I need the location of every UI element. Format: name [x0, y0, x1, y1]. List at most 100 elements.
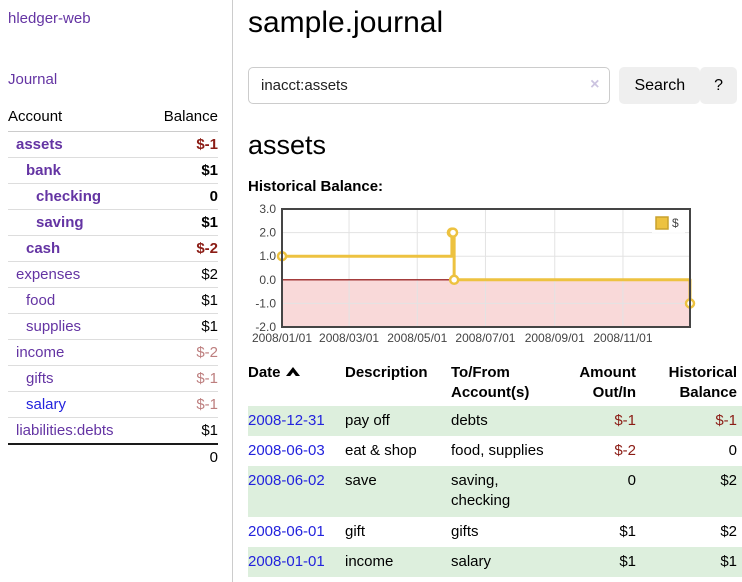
account-balance: $-2: [146, 339, 218, 366]
search-form: × Search ?: [248, 67, 742, 104]
transaction-accounts: gifts: [451, 522, 479, 540]
sidebar-account-link[interactable]: liabilities:debts: [16, 422, 114, 439]
account-row: liabilities:debts $1: [8, 417, 218, 444]
transaction-date-link[interactable]: 2008-12-31: [248, 411, 325, 429]
page-title: sample.journal: [248, 6, 444, 39]
sidebar-account-link[interactable]: cash: [26, 240, 61, 257]
accounts-header-row: Account Balance: [8, 103, 218, 132]
col-balance: Historical Balance: [668, 364, 737, 402]
account-balance: $1: [146, 157, 218, 184]
search-input[interactable]: [248, 67, 611, 104]
sidebar-account-link[interactable]: income: [16, 344, 65, 361]
account-row: gifts $-1: [8, 365, 218, 392]
transaction-amount: $-2: [614, 441, 636, 459]
legend-label: $: [672, 216, 679, 230]
account-balance: $-1: [146, 391, 218, 418]
account-balance: $-1: [146, 365, 218, 392]
transaction-row: 2008-06-02 save saving, checking 0 $2: [248, 466, 742, 517]
help-button[interactable]: ?: [700, 67, 737, 104]
transactions-table: Date Description To/From Account(s) Amou…: [248, 361, 742, 577]
transaction-accounts: food, supplies: [451, 441, 544, 459]
account-balance: $-2: [146, 235, 218, 262]
y-tick-label: 2.0: [259, 226, 276, 240]
account-balance: $1: [146, 209, 218, 236]
plot-border: [281, 208, 691, 328]
transaction-amount: 0: [627, 472, 636, 489]
sidebar-account-link[interactable]: gifts: [26, 370, 54, 387]
transaction-row: 2008-01-01 income salary $1 $1: [248, 546, 742, 577]
account-balance: 0: [146, 183, 218, 210]
account-balance: $1: [146, 313, 218, 340]
transaction-row: 2008-06-03 eat & shop food, supplies $-2 0: [248, 436, 742, 466]
y-tick-label: 0.0: [259, 273, 276, 287]
chart-title: Historical Balance:: [248, 178, 384, 195]
account-row: cash $-2: [8, 235, 218, 262]
transaction-date-link[interactable]: 2008-06-01: [248, 522, 325, 540]
transaction-accounts: saving, checking: [451, 472, 511, 510]
account-row: bank $1: [8, 157, 218, 184]
sidebar-account-link[interactable]: saving: [36, 214, 84, 231]
clear-search-icon[interactable]: ×: [590, 76, 600, 93]
accounts-body: assets $-1 bank $1 checking 0 saving $1 cash $-2 e…: [8, 132, 218, 444]
x-tick-label: 2008/03/01: [319, 331, 379, 345]
transaction-accounts: salary: [451, 552, 492, 570]
transaction-balance: 0: [728, 441, 737, 459]
col-amount: Amount Out/In: [579, 364, 636, 402]
account-row: saving $1: [8, 209, 218, 236]
x-tick-label: 2008/09/01: [525, 331, 585, 345]
transaction-description: pay off: [345, 411, 390, 429]
account-row: checking 0: [8, 183, 218, 210]
sidebar-account-link[interactable]: expenses: [16, 266, 81, 283]
sidebar: hledger-web Journal Account Balance asse…: [0, 0, 233, 582]
transaction-balance: $-1: [715, 411, 737, 429]
transaction-description: income: [345, 552, 394, 570]
transaction-date-link[interactable]: 2008-06-03: [248, 441, 325, 459]
transaction-date-link[interactable]: 2008-06-02: [248, 472, 325, 489]
col-accounts: To/From Account(s): [451, 364, 530, 402]
accounts-header-balance: Balance: [146, 103, 218, 132]
y-tick-label: 1.0: [259, 249, 276, 263]
transaction-balance: $2: [720, 472, 737, 489]
sidebar-account-link[interactable]: checking: [36, 188, 102, 205]
transaction-date-link[interactable]: 2008-01-01: [248, 552, 325, 570]
transaction-description: eat & shop: [345, 441, 417, 459]
x-tick-label: 2008/11/01: [593, 331, 652, 345]
nav-journal-link[interactable]: Journal: [8, 71, 58, 88]
transaction-amount: $-1: [614, 411, 636, 429]
col-date-sort[interactable]: Date: [248, 361, 345, 406]
y-tick-label: -1.0: [255, 296, 276, 310]
sidebar-account-link[interactable]: bank: [26, 162, 62, 179]
accounts-table: Account Balance assets $-1 bank $1 checking 0…: [8, 103, 218, 470]
sidebar-account-link[interactable]: food: [26, 292, 56, 309]
account-balance: $1: [146, 287, 218, 314]
col-description: Description: [345, 364, 428, 381]
transaction-row: 2008-06-01 gift gifts $1 $2: [248, 517, 742, 547]
legend-swatch-icon: [655, 216, 669, 230]
account-row: income $-2: [8, 339, 218, 366]
data-point-marker: [448, 274, 460, 286]
transactions-header-row: Date Description To/From Account(s) Amou…: [248, 361, 742, 406]
search-button[interactable]: Search: [619, 67, 701, 104]
x-tick-label: 2008/01/01: [252, 331, 312, 345]
transaction-amount: $1: [619, 522, 636, 540]
accounts-total-value: 0: [146, 443, 218, 470]
transaction-balance: $1: [720, 552, 737, 570]
y-tick-label: -2.0: [255, 320, 276, 334]
transaction-description: save: [345, 472, 377, 489]
account-row: expenses $2: [8, 261, 218, 288]
data-point-marker: [447, 227, 459, 238]
sidebar-account-link[interactable]: supplies: [26, 318, 82, 335]
col-date-label: Date: [248, 364, 281, 381]
account-row: food $1: [8, 287, 218, 314]
x-tick-label: 2008/07/01: [455, 331, 515, 345]
transaction-balance: $2: [720, 522, 737, 540]
brand-link[interactable]: hledger-web: [8, 10, 91, 27]
account-balance: $-1: [196, 136, 218, 153]
transaction-row: 2008-12-31 pay off debts $-1 $-1: [248, 405, 742, 436]
account-row: salary $-1: [8, 391, 218, 418]
main-content: sample.journal × Search ? assets Histori…: [248, 0, 742, 577]
transactions-body: 2008-12-31 pay off debts $-1 $-1 2008-06-03 ea…: [248, 405, 742, 577]
sidebar-account-link[interactable]: salary: [26, 396, 67, 413]
sidebar-account-link[interactable]: assets: [16, 136, 63, 153]
